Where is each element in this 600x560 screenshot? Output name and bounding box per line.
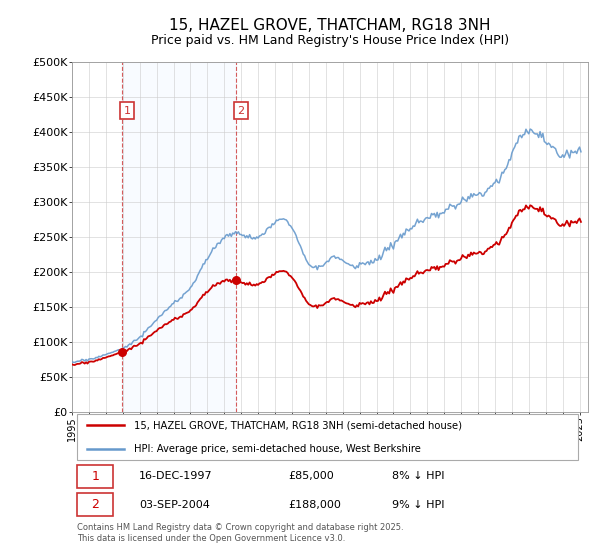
FancyBboxPatch shape — [77, 465, 113, 488]
Text: 15, HAZEL GROVE, THATCHAM, RG18 3NH: 15, HAZEL GROVE, THATCHAM, RG18 3NH — [169, 18, 491, 32]
Text: £85,000: £85,000 — [289, 471, 334, 481]
Text: £188,000: £188,000 — [289, 500, 341, 510]
Text: 9% ↓ HPI: 9% ↓ HPI — [392, 500, 445, 510]
Text: 8% ↓ HPI: 8% ↓ HPI — [392, 471, 445, 481]
Text: 03-SEP-2004: 03-SEP-2004 — [139, 500, 210, 510]
Text: HPI: Average price, semi-detached house, West Berkshire: HPI: Average price, semi-detached house,… — [134, 444, 421, 454]
Text: 15, HAZEL GROVE, THATCHAM, RG18 3NH (semi-detached house): 15, HAZEL GROVE, THATCHAM, RG18 3NH (sem… — [134, 421, 462, 431]
Text: 1: 1 — [124, 106, 131, 116]
Text: 16-DEC-1997: 16-DEC-1997 — [139, 471, 213, 481]
Point — [231, 276, 241, 284]
FancyBboxPatch shape — [77, 493, 113, 516]
Text: Price paid vs. HM Land Registry's House Price Index (HPI): Price paid vs. HM Land Registry's House … — [151, 34, 509, 48]
Bar — [122, 62, 236, 412]
Text: 2: 2 — [237, 106, 244, 116]
Text: 2: 2 — [91, 498, 99, 511]
FancyBboxPatch shape — [77, 414, 578, 460]
Point — [117, 348, 127, 357]
Text: Contains HM Land Registry data © Crown copyright and database right 2025.
This d: Contains HM Land Registry data © Crown c… — [77, 523, 404, 543]
Text: 1: 1 — [91, 470, 99, 483]
